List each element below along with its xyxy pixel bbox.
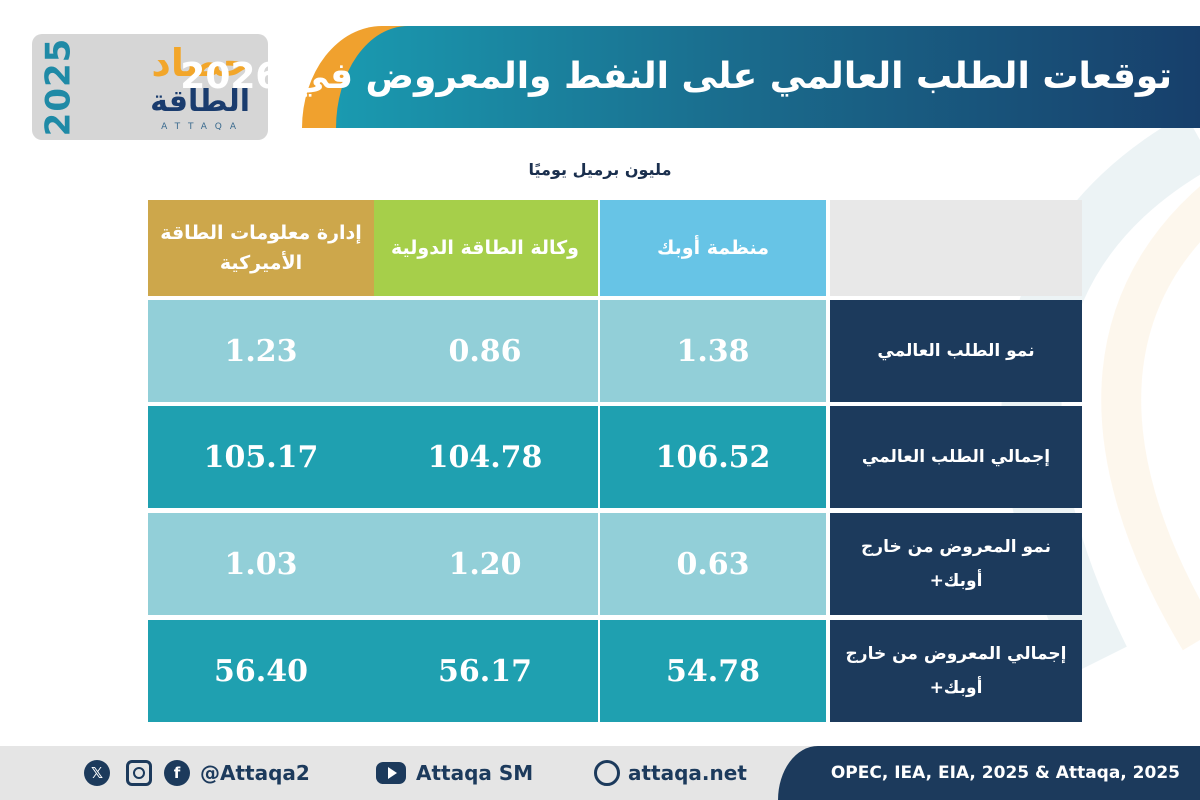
table-cell-value: 1.38 bbox=[600, 300, 826, 402]
row-label: نمو الطلب العالمي bbox=[830, 300, 1082, 402]
table-cell-value: 104.78 bbox=[372, 406, 598, 508]
source-text: OPEC, IEA, EIA, 2025 & Attaqa, 2025 bbox=[830, 763, 1180, 783]
table-cell-value: 105.17 bbox=[148, 406, 374, 508]
source-box bbox=[778, 746, 1200, 800]
column-header: وكالة الطاقة الدولية bbox=[372, 200, 598, 296]
row-label: إجمالي الطلب العالمي bbox=[830, 406, 1082, 508]
youtube-icon[interactable] bbox=[376, 762, 406, 784]
table-cell-value: 56.17 bbox=[372, 620, 598, 722]
header-corner bbox=[830, 200, 1082, 296]
social-handle[interactable]: @Attaqa2 bbox=[200, 761, 310, 785]
table-cell-value: 54.78 bbox=[600, 620, 826, 722]
table-cell-value: 1.23 bbox=[148, 300, 374, 402]
table-cell-value: 1.03 bbox=[148, 513, 374, 615]
logo-name-bottom: الطاقة bbox=[150, 84, 250, 119]
youtube-channel[interactable]: Attaqa SM bbox=[416, 761, 534, 785]
logo-latin: ATTAQA bbox=[161, 122, 244, 132]
facebook-icon[interactable]: f bbox=[164, 760, 190, 786]
row-label: إجمالي المعروض من خارج أوبك+ bbox=[830, 620, 1082, 722]
web-icon[interactable] bbox=[594, 760, 620, 786]
row-label: نمو المعروض من خارج أوبك+ bbox=[830, 513, 1082, 615]
website-link[interactable]: attaqa.net bbox=[628, 761, 747, 785]
logo-year: 2025 bbox=[38, 37, 79, 137]
x-icon[interactable]: 𝕏 bbox=[84, 760, 110, 786]
table-cell-value: 106.52 bbox=[600, 406, 826, 508]
logo: 2025 حصاد الطاقة ATTAQA bbox=[32, 34, 268, 140]
table-cell-value: 0.63 bbox=[600, 513, 826, 615]
title-banner bbox=[336, 26, 1200, 128]
column-header: إدارة معلومات الطاقة الأميركية bbox=[148, 200, 374, 296]
table-cell-value: 56.40 bbox=[148, 620, 374, 722]
instagram-icon[interactable] bbox=[126, 760, 152, 786]
page-title: توقعات الطلب العالمي على النفط والمعروض … bbox=[180, 56, 1172, 97]
logo-name-top: حصاد bbox=[151, 41, 250, 85]
unit-label: مليون برميل يوميًا bbox=[528, 160, 672, 179]
column-header: منظمة أوبك bbox=[600, 200, 826, 296]
table-cell-value: 1.20 bbox=[372, 513, 598, 615]
table-cell-value: 0.86 bbox=[372, 300, 598, 402]
